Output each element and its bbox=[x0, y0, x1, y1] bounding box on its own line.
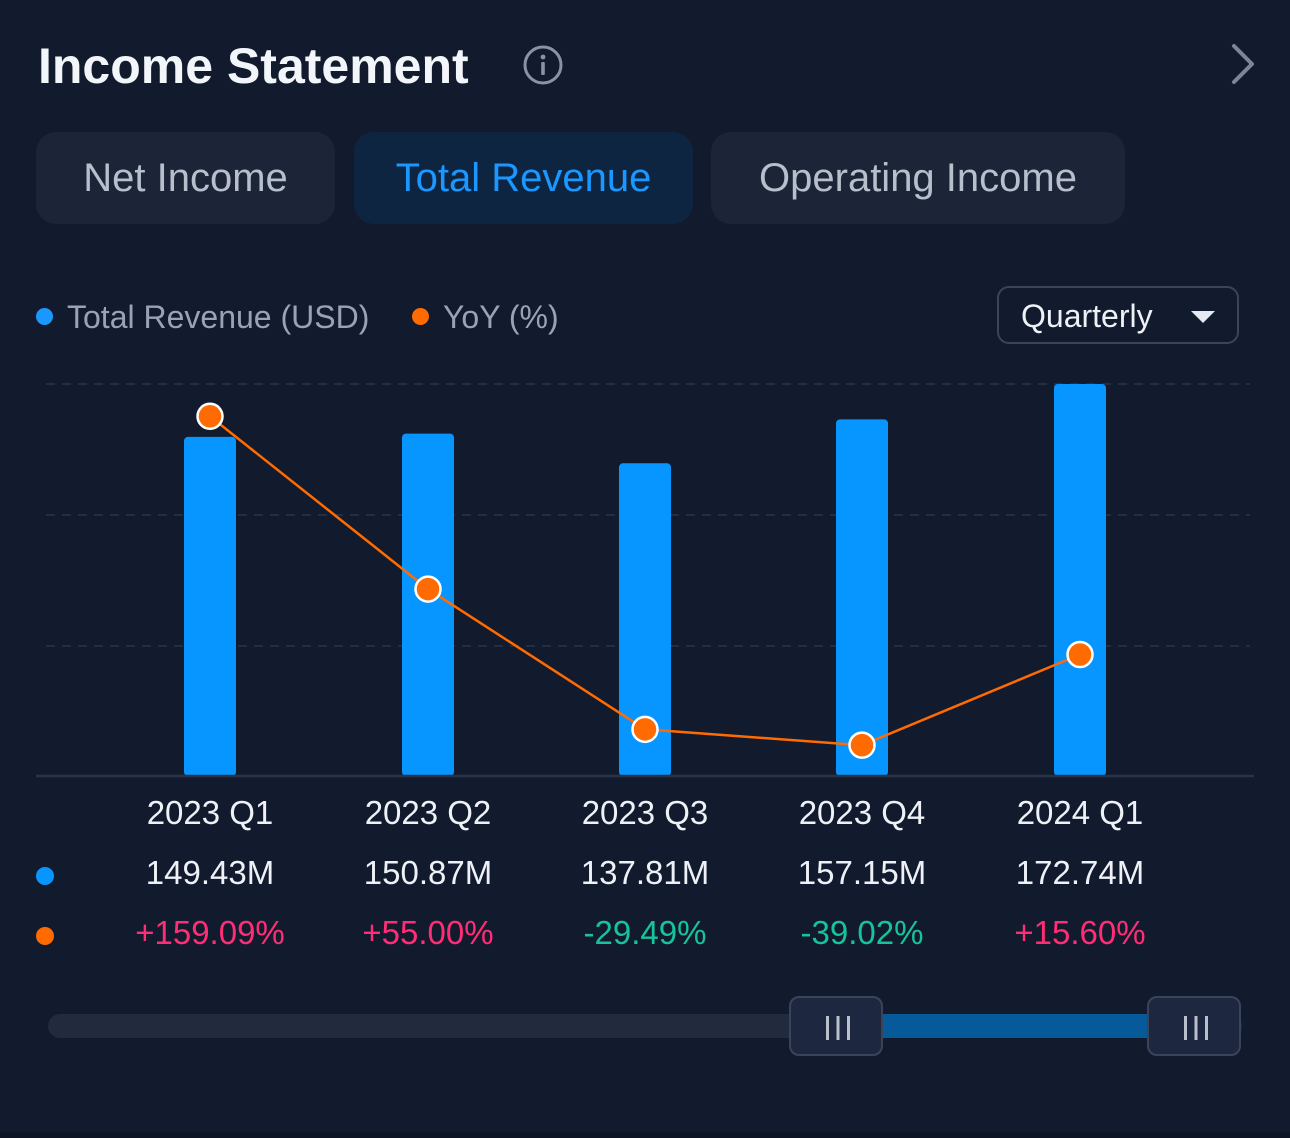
yoy-point-2023-q1 bbox=[196, 402, 224, 431]
yoy-point-2023-q2 bbox=[414, 575, 442, 603]
revenue-row-dot bbox=[36, 867, 54, 885]
revenue-chart bbox=[36, 383, 1254, 778]
chevron-right-icon[interactable] bbox=[1228, 42, 1258, 86]
yoy-value-label: +15.60% bbox=[1014, 914, 1146, 951]
legend-item-yoy[interactable]: YoY (%) bbox=[412, 292, 559, 342]
bar-2023-q3 bbox=[619, 463, 671, 776]
yoy-value-label: -39.02% bbox=[800, 914, 924, 951]
legend-item-revenue[interactable]: Total Revenue (USD) bbox=[36, 292, 369, 342]
yoy-point-2024-q1 bbox=[1066, 640, 1094, 669]
yoy-row-dot bbox=[36, 927, 54, 945]
period-dropdown-value: Quarterly bbox=[1021, 298, 1153, 334]
revenue-value-label: 149.43M bbox=[145, 854, 275, 891]
header: Income Statement bbox=[38, 30, 1258, 100]
revenue-value-label: 150.87M bbox=[363, 854, 493, 891]
x-tick-label: 2023 Q3 bbox=[581, 794, 709, 831]
yoy-value-label: -29.49% bbox=[583, 914, 707, 951]
slider-selected-range[interactable] bbox=[836, 1014, 1195, 1038]
revenue-value-label: 137.81M bbox=[580, 854, 710, 891]
bottom-divider bbox=[0, 1132, 1290, 1138]
legend-label-yoy: YoY (%) bbox=[443, 299, 559, 335]
tab-net-income[interactable]: Net Income bbox=[36, 132, 335, 224]
legend-dot-yoy bbox=[412, 308, 429, 326]
yoy-point-2023-q4 bbox=[848, 731, 876, 759]
legend-dot-revenue bbox=[36, 308, 53, 326]
grip-icon bbox=[1184, 1016, 1209, 1040]
range-slider[interactable] bbox=[48, 996, 1242, 1056]
bar-2023-q1 bbox=[184, 436, 236, 776]
x-tick-label: 2023 Q2 bbox=[364, 794, 492, 831]
x-tick-label: 2023 Q4 bbox=[798, 794, 926, 831]
bar-2023-q2 bbox=[402, 433, 454, 776]
yoy-value-label: +55.00% bbox=[362, 914, 494, 951]
legend-label-revenue: Total Revenue (USD) bbox=[67, 299, 370, 335]
page-title: Income Statement bbox=[38, 38, 469, 94]
bar-2024-q1 bbox=[1054, 384, 1106, 776]
bar-2023-q4 bbox=[836, 419, 888, 776]
x-tick-label: 2023 Q1 bbox=[146, 794, 274, 831]
grip-icon bbox=[826, 1016, 851, 1040]
tab-operating-income[interactable]: Operating Income bbox=[711, 132, 1125, 224]
tab-total-revenue[interactable]: Total Revenue bbox=[354, 132, 693, 224]
revenue-value-label: 157.15M bbox=[797, 854, 927, 891]
yoy-point-2023-q3 bbox=[631, 715, 659, 744]
period-dropdown[interactable]: Quarterly bbox=[997, 286, 1239, 344]
info-icon[interactable] bbox=[522, 44, 564, 86]
slider-handle-left[interactable] bbox=[789, 996, 884, 1056]
x-tick-label: 2024 Q1 bbox=[1016, 794, 1144, 831]
slider-handle-right[interactable] bbox=[1147, 996, 1242, 1056]
revenue-value-label: 172.74M bbox=[1015, 854, 1145, 891]
yoy-value-label: +159.09% bbox=[135, 914, 285, 951]
caret-down-icon bbox=[1191, 311, 1215, 323]
